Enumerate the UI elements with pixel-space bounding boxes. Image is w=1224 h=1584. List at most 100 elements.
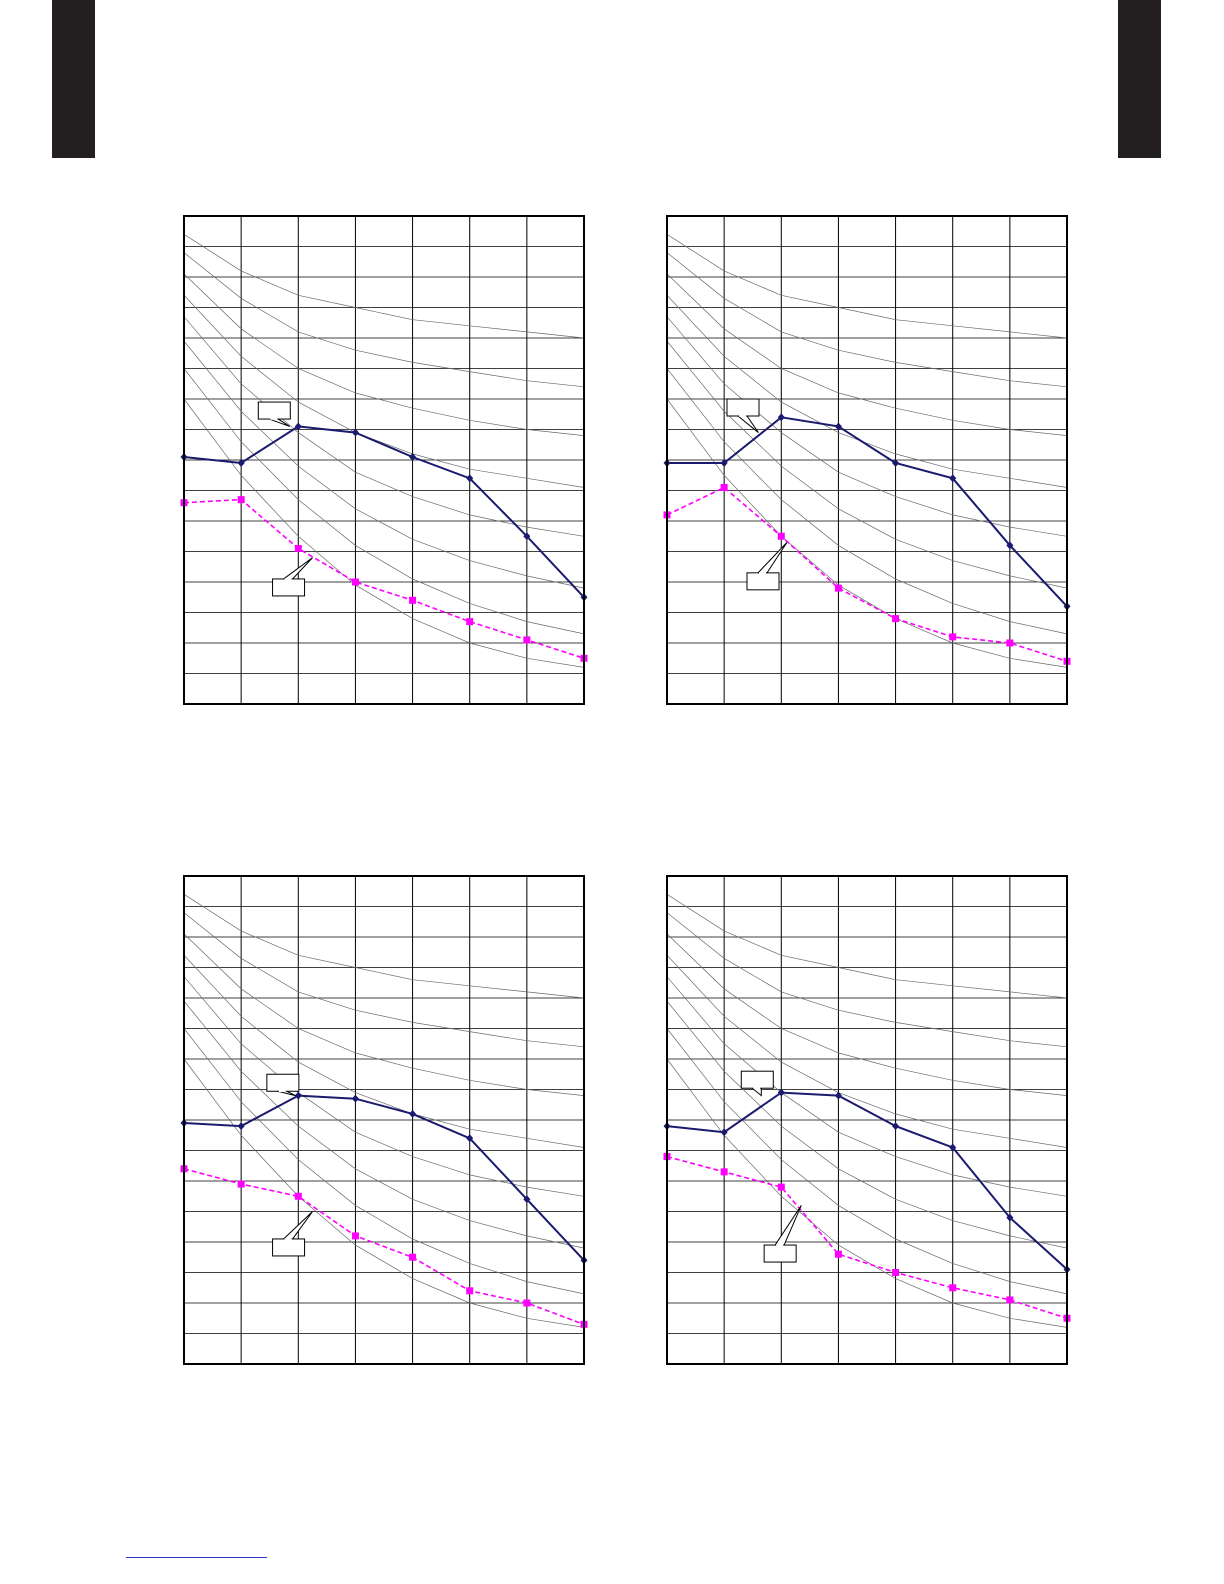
plot-area <box>663 875 1071 1365</box>
square-marker <box>237 1180 245 1188</box>
diamond-marker <box>523 1195 531 1204</box>
square-marker <box>351 1232 359 1240</box>
diamond-marker <box>523 532 531 541</box>
reference-curve <box>666 273 1068 436</box>
callout-label <box>257 401 291 427</box>
callout-label <box>266 1073 300 1097</box>
reference-curve <box>666 912 1068 1048</box>
square-marker <box>409 596 417 604</box>
square-marker <box>834 1250 842 1258</box>
diamond-marker <box>409 452 417 461</box>
callout-label <box>272 1211 313 1257</box>
callout-box <box>266 1073 300 1092</box>
diamond-marker <box>294 1091 302 1100</box>
diamond-marker <box>892 1122 900 1131</box>
diamond-marker <box>1006 541 1014 550</box>
plot-frame <box>666 875 1068 1365</box>
plot-area <box>180 215 588 705</box>
square-marker <box>949 633 957 641</box>
square-marker <box>777 532 785 540</box>
series-line-solid <box>667 416 1068 608</box>
reference-curve <box>183 398 585 668</box>
reference-curve <box>666 398 1068 668</box>
diamond-marker <box>1006 1213 1014 1222</box>
callout-label <box>740 1070 774 1097</box>
callout-box <box>272 1238 306 1257</box>
diamond-marker <box>720 459 728 468</box>
series-line-solid <box>666 1091 1068 1271</box>
square-marker <box>1006 1296 1014 1304</box>
diamond-marker <box>949 474 957 483</box>
callout-label <box>726 398 760 433</box>
square-marker <box>892 1269 900 1276</box>
square-marker <box>720 483 728 491</box>
reference-curve <box>666 316 1068 537</box>
reference-curve <box>666 894 1068 999</box>
reference-curve <box>183 933 585 1096</box>
series-line-dashed <box>666 486 1068 663</box>
series-line-dashed <box>183 1168 585 1326</box>
reference-curve <box>666 340 1068 589</box>
reference-curve <box>183 252 585 388</box>
callout-label <box>272 557 313 597</box>
callout-box <box>272 578 306 597</box>
reference-curve <box>183 340 585 589</box>
reference-curve <box>666 295 1068 488</box>
chart-bottom-left <box>180 875 588 1365</box>
reference-curve <box>183 894 585 999</box>
square-marker <box>294 1192 302 1200</box>
reference-curve <box>183 295 585 488</box>
diamond-marker <box>237 459 245 468</box>
square-marker <box>237 496 245 504</box>
diamond-marker <box>466 1134 474 1143</box>
plot-frame <box>183 875 585 1365</box>
reference-curve <box>666 252 1068 388</box>
reference-curve <box>183 912 585 1048</box>
callout-box <box>746 572 780 591</box>
chart-bottom-right <box>663 875 1071 1365</box>
square-marker <box>1006 639 1014 647</box>
reference-curve <box>666 1058 1068 1328</box>
square-marker <box>892 615 900 623</box>
series-line-solid <box>183 425 585 598</box>
reference-curve <box>183 976 585 1197</box>
diamond-marker <box>351 1094 359 1103</box>
reference-curve <box>666 1028 1068 1295</box>
reference-curve <box>666 368 1068 635</box>
plot-area <box>663 215 1071 705</box>
series-line-dashed <box>183 498 585 660</box>
square-marker <box>294 544 302 552</box>
square-marker <box>409 1253 417 1261</box>
reference-curve <box>666 976 1068 1197</box>
square-marker <box>523 636 531 644</box>
reference-curve <box>183 955 585 1148</box>
square-marker <box>466 1287 474 1295</box>
reference-curve <box>666 933 1068 1096</box>
square-marker <box>351 578 359 586</box>
reference-curve <box>666 1000 1068 1249</box>
square-marker <box>777 1183 785 1191</box>
diamond-marker <box>294 422 302 431</box>
plot-frame <box>183 215 585 705</box>
reference-curve <box>183 273 585 436</box>
callout-label <box>746 542 788 591</box>
footer-link-rule <box>126 1557 267 1558</box>
reference-curve <box>666 955 1068 1148</box>
diamond-marker <box>834 1091 842 1100</box>
right-thumb-tab <box>1118 0 1161 158</box>
square-marker <box>523 1299 531 1307</box>
diamond-marker <box>351 428 359 437</box>
reference-curve <box>666 234 1068 339</box>
reference-curve <box>183 1000 585 1249</box>
square-marker <box>949 1284 957 1292</box>
callout-box <box>763 1244 797 1263</box>
callout-box <box>257 401 291 420</box>
diamond-marker <box>237 1122 245 1131</box>
diamond-marker <box>777 1088 785 1097</box>
reference-curve <box>183 234 585 339</box>
diamond-marker <box>409 1109 417 1118</box>
plot-frame <box>666 215 1068 705</box>
left-thumb-tab <box>52 0 95 158</box>
series-line-solid <box>183 1094 585 1261</box>
chart-top-right <box>663 215 1071 705</box>
